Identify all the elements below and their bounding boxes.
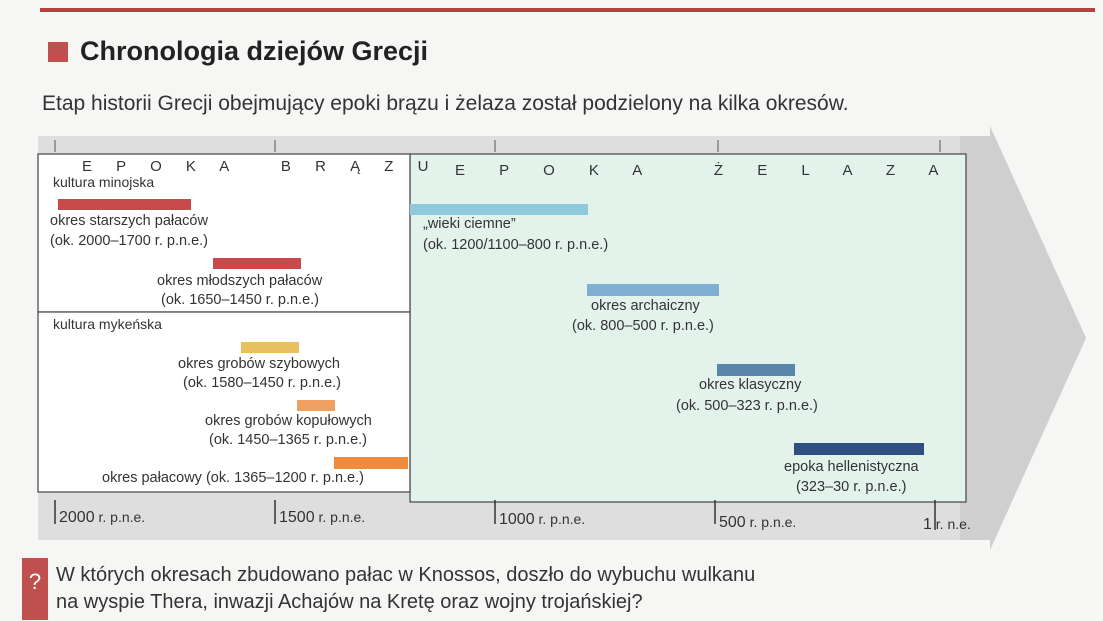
question-line-2: na wyspie Thera, inwazji Achajów na Kret…	[56, 591, 643, 613]
classical-bar	[717, 364, 795, 376]
tick-1500: 1500 r. p.n.e.	[279, 509, 366, 526]
tick-2000: 2000 r. p.n.e.	[59, 509, 146, 526]
iron-age-header: E P O K A Ż E L A Z A	[455, 162, 954, 179]
intro-text: Etap historii Grecji obejmujący epoki br…	[42, 92, 849, 115]
archaic-dates: (ok. 800–500 r. p.n.e.)	[572, 318, 714, 334]
younger-palaces-label: okres młodszych pałaców	[157, 273, 323, 289]
hellenistic-label: epoka hellenistyczna	[784, 459, 919, 475]
older-palaces-dates: (ok. 2000–1700 r. p.n.e.)	[50, 233, 208, 249]
question-line-1: W których okresach zbudowano pałac w Kno…	[56, 564, 756, 586]
older-palaces-bar	[58, 199, 191, 210]
hellenistic-bar	[794, 443, 924, 455]
tholos-tombs-dates: (ok. 1450–1365 r. p.n.e.)	[209, 432, 367, 448]
classical-dates: (ok. 500–323 r. p.n.e.)	[676, 398, 818, 414]
shaft-graves-bar	[241, 342, 299, 353]
dark-ages-label: „wieki ciemne”	[423, 216, 516, 232]
older-palaces-label: okres starszych pałaców	[50, 213, 208, 229]
archaic-bar	[587, 284, 719, 296]
classical-label: okres klasyczny	[699, 377, 802, 393]
tick-1-ad: 1 r. n.e.	[923, 516, 971, 533]
palatial-period-label: okres pałacowy (ok. 1365–1200 r. p.n.e.)	[102, 470, 364, 486]
tick-1000: 1000 r. p.n.e.	[499, 511, 586, 528]
tholos-tombs-label: okres grobów kopułowych	[205, 413, 372, 429]
page-title: Chronologia dziejów Grecji	[80, 36, 429, 66]
archaic-label: okres archaiczny	[591, 298, 700, 314]
tholos-tombs-bar	[297, 400, 335, 411]
younger-palaces-dates: (ok. 1650–1450 r. p.n.e.)	[161, 292, 319, 308]
palatial-period-bar	[334, 457, 408, 469]
question-mark-icon: ?	[22, 558, 48, 620]
tick-500: 500 r. p.n.e.	[719, 514, 797, 531]
dark-ages-dates: (ok. 1200/1100–800 r. p.n.e.)	[423, 237, 609, 253]
timeline-arrow-shade	[960, 126, 1086, 550]
mycenaean-culture-title: kultura mykeńska	[53, 316, 162, 332]
bronze-age-header: E P O K A B R Ą Z U	[82, 158, 439, 175]
dark-ages-bar	[410, 204, 588, 215]
younger-palaces-bar	[213, 258, 301, 269]
top-rule	[40, 8, 1095, 12]
title-square-marker	[48, 42, 68, 62]
hellenistic-dates: (323–30 r. p.n.e.)	[796, 479, 907, 495]
question-text: W których okresach zbudowano pałac w Kno…	[56, 562, 956, 616]
minoan-culture-title: kultura minojska	[53, 174, 155, 190]
shaft-graves-label: okres grobów szybowych	[178, 356, 340, 372]
shaft-graves-dates: (ok. 1580–1450 r. p.n.e.)	[183, 375, 341, 391]
